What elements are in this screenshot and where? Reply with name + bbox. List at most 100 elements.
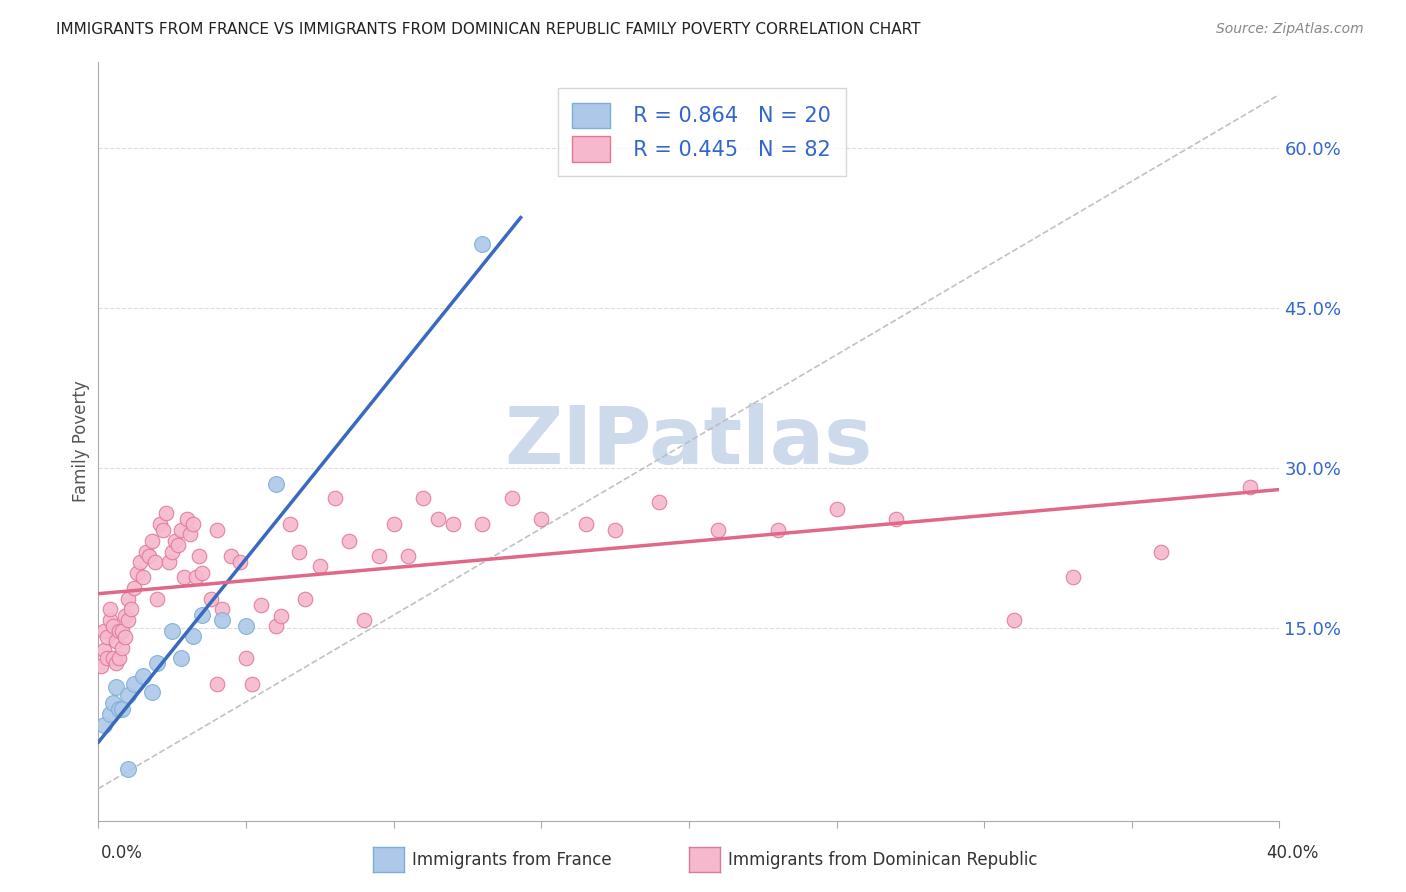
Point — [264, 477, 287, 491]
Point — [368, 549, 391, 563]
Point — [122, 677, 145, 691]
Point — [766, 523, 789, 537]
Point — [211, 613, 233, 627]
Point — [93, 642, 115, 657]
Point — [93, 717, 115, 731]
Point — [173, 570, 195, 584]
Point — [114, 608, 136, 623]
Point — [141, 685, 163, 699]
Point — [141, 533, 163, 548]
Point — [98, 613, 121, 627]
Point — [108, 624, 131, 638]
Point — [167, 538, 190, 552]
Point — [96, 651, 118, 665]
Text: IMMIGRANTS FROM FRANCE VS IMMIGRANTS FROM DOMINICAN REPUBLIC FAMILY POVERTY CORR: IMMIGRANTS FROM FRANCE VS IMMIGRANTS FRO… — [56, 22, 921, 37]
Point — [143, 555, 166, 569]
Point — [149, 516, 172, 531]
Point — [184, 570, 207, 584]
Point — [471, 516, 494, 531]
Point — [229, 555, 252, 569]
Point — [339, 533, 361, 548]
Point — [93, 624, 115, 638]
Point — [181, 516, 204, 531]
Point — [501, 491, 523, 505]
Point — [707, 523, 730, 537]
Point — [648, 495, 671, 509]
Point — [132, 669, 155, 683]
Point — [294, 591, 316, 606]
Point — [117, 591, 139, 606]
Point — [155, 506, 177, 520]
Point — [412, 491, 434, 505]
Point — [240, 677, 263, 691]
Point — [323, 491, 346, 505]
Point — [187, 549, 209, 563]
Point — [122, 581, 145, 595]
Point — [235, 651, 257, 665]
Point — [157, 555, 180, 569]
Point — [105, 680, 128, 694]
Point — [353, 613, 375, 627]
Point — [825, 501, 848, 516]
Text: 0.0%: 0.0% — [101, 844, 143, 862]
Text: ZIPatlas: ZIPatlas — [505, 402, 873, 481]
Point — [105, 656, 128, 670]
Text: Immigrants from France: Immigrants from France — [412, 851, 612, 869]
Y-axis label: Family Poverty: Family Poverty — [72, 381, 90, 502]
Point — [176, 512, 198, 526]
Point — [108, 651, 131, 665]
Point — [105, 634, 128, 648]
Legend:   R = 0.864   N = 20,   R = 0.445   N = 82: R = 0.864 N = 20, R = 0.445 N = 82 — [558, 88, 845, 177]
Point — [288, 544, 311, 558]
Point — [108, 701, 131, 715]
Point — [103, 696, 125, 710]
Point — [111, 701, 134, 715]
Point — [170, 523, 193, 537]
Point — [117, 688, 139, 702]
Point — [191, 566, 214, 580]
Point — [1062, 570, 1084, 584]
Point — [146, 591, 169, 606]
Point — [111, 624, 134, 638]
Text: Source: ZipAtlas.com: Source: ZipAtlas.com — [1216, 22, 1364, 37]
Point — [117, 763, 139, 777]
Point — [98, 706, 121, 721]
Point — [138, 549, 160, 563]
Point — [398, 549, 420, 563]
Point — [1239, 480, 1261, 494]
Point — [132, 570, 155, 584]
Point — [575, 516, 598, 531]
Point — [146, 656, 169, 670]
Point — [98, 602, 121, 616]
Point — [441, 516, 464, 531]
Point — [162, 624, 183, 638]
Point — [128, 555, 150, 569]
Point — [530, 512, 553, 526]
Point — [179, 527, 201, 541]
Point — [162, 544, 183, 558]
Point — [471, 237, 494, 252]
Point — [309, 559, 332, 574]
Point — [181, 629, 204, 643]
Point — [111, 640, 134, 655]
Point — [280, 516, 302, 531]
Point — [211, 602, 233, 616]
Point — [135, 544, 157, 558]
Point — [114, 630, 136, 644]
Point — [884, 512, 907, 526]
Point — [264, 619, 287, 633]
Point — [191, 607, 214, 622]
Point — [235, 619, 257, 633]
Point — [221, 549, 243, 563]
Point — [427, 512, 450, 526]
Point — [96, 630, 118, 644]
Point — [90, 658, 112, 673]
Point — [1150, 544, 1173, 558]
Point — [1002, 613, 1025, 627]
Point — [250, 598, 273, 612]
Point — [605, 523, 627, 537]
Point — [103, 619, 125, 633]
Point — [205, 523, 228, 537]
Point — [152, 523, 174, 537]
Text: 40.0%: 40.0% — [1267, 844, 1319, 862]
